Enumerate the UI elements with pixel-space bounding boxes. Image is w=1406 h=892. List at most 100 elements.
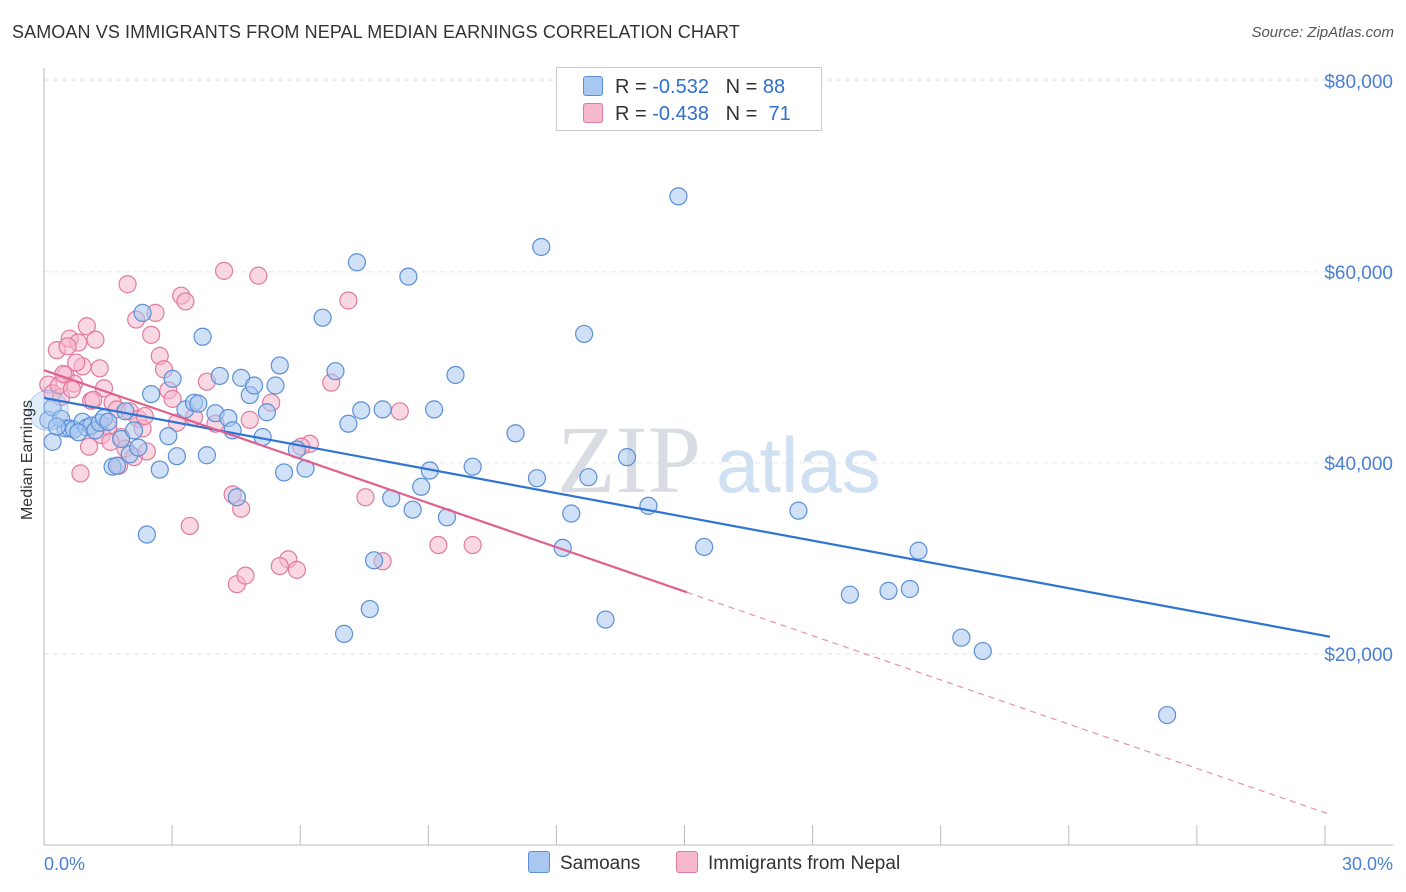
samoan-point: [227, 488, 246, 507]
samoan-point: [69, 423, 88, 442]
legend-row-samoans: R = -0.532 N = 88: [583, 76, 785, 100]
samoan-point: [463, 457, 482, 476]
stats-legend: R = -0.532 N = 88 R = -0.438 N = 71: [556, 67, 822, 131]
samoan-point: [197, 446, 216, 465]
nepal-point: [249, 266, 268, 285]
samoan-point: [373, 400, 392, 419]
chart-title: SAMOAN VS IMMIGRANTS FROM NEPAL MEDIAN E…: [12, 22, 740, 42]
y-tick-label: $60,000: [1324, 263, 1393, 284]
nepal-trend-line: [43, 369, 688, 594]
samoan-point: [446, 365, 465, 385]
samoan-point: [124, 421, 144, 440]
samoan-point: [133, 303, 152, 322]
samoan-point: [142, 384, 161, 404]
samoan-point: [163, 369, 182, 388]
bottom-legend-samoans: Samoans: [528, 851, 640, 875]
nepal-point: [67, 353, 86, 372]
nepal-point: [429, 535, 448, 555]
nepal-point: [240, 410, 259, 429]
legend-r-label: R =: [615, 103, 647, 125]
legend-swatch-blue: [583, 76, 603, 96]
samoan-point: [789, 501, 808, 520]
bottom-legend-swatch-pink: [676, 851, 698, 873]
nepal-point: [176, 292, 195, 311]
nepal-point: [339, 291, 358, 310]
samoan-trend-line: [43, 396, 1331, 638]
samoan-point: [562, 504, 581, 523]
samoan-point: [266, 376, 285, 395]
samoan-point: [527, 469, 547, 488]
samoan-point: [112, 429, 131, 449]
samoan-point: [553, 538, 572, 558]
samoan-point: [952, 628, 971, 647]
watermark: ZIP atlas: [557, 406, 881, 513]
x-tick-labels: 0.0% 30.0%: [44, 854, 1393, 874]
nepal-point: [79, 437, 99, 456]
legend-row-nepal: R = -0.438 N = 71: [583, 103, 791, 127]
nepal-trend-extension: [686, 591, 1331, 815]
legend-n-label: N =: [725, 76, 758, 98]
samoan-point: [579, 468, 598, 487]
axes: [43, 68, 1393, 846]
legend-n-label: N =: [725, 103, 758, 125]
nepal-point: [236, 566, 255, 585]
samoan-point: [669, 187, 688, 206]
nepal-point: [356, 488, 375, 507]
samoan-point: [137, 525, 156, 544]
nepal-point: [287, 560, 307, 579]
samoan-point: [339, 414, 358, 433]
nepal-point: [270, 556, 289, 576]
samoan-point: [506, 424, 525, 443]
samoan-point: [360, 599, 379, 619]
x-tick-label: 0.0%: [44, 854, 85, 874]
samoan-point: [347, 253, 367, 272]
legend-r-label: R =: [615, 76, 647, 98]
watermark-atlas: atlas: [716, 421, 881, 509]
samoan-point: [167, 447, 186, 466]
nepal-point: [180, 516, 199, 536]
samoan-point: [313, 308, 332, 327]
y-tick-label: $80,000: [1324, 72, 1393, 93]
nepal-point: [71, 464, 90, 483]
nepal-point: [77, 317, 96, 336]
legend-n-value: 71: [768, 103, 791, 125]
samoan-point: [189, 394, 208, 413]
samoan-point: [210, 366, 229, 386]
samoan-point: [352, 401, 371, 420]
nepal-point: [86, 330, 105, 349]
y-tick-label: $40,000: [1324, 454, 1393, 475]
samoan-point: [879, 581, 898, 600]
samoan-point: [1158, 705, 1177, 725]
samoan-point: [326, 362, 345, 381]
samoan-point: [532, 237, 551, 257]
nepal-point: [214, 261, 234, 280]
bottom-legend-label: Immigrants from Nepal: [708, 853, 901, 874]
samoan-point: [47, 417, 66, 436]
samoan-point: [596, 610, 615, 629]
samoan-point: [129, 438, 148, 457]
y-tick-label: $20,000: [1324, 645, 1393, 666]
bottom-legend-nepal: Immigrants from Nepal: [676, 851, 900, 875]
samoan-point: [424, 400, 444, 419]
nepal-point: [84, 390, 103, 409]
x-tick-label: 30.0%: [1342, 854, 1393, 874]
samoan-point: [159, 427, 178, 446]
samoan-point: [412, 477, 431, 496]
legend-r-value: -0.438: [652, 103, 709, 125]
samoan-point: [909, 541, 928, 560]
samoan-point: [107, 456, 126, 475]
samoan-point: [695, 537, 714, 557]
y-axis-label: Median Earnings: [19, 400, 36, 520]
samoan-point: [334, 624, 354, 643]
source-label: Source: ZipAtlas.com: [1251, 24, 1394, 41]
bottom-legend-swatch-blue: [528, 851, 550, 873]
samoan-point: [270, 356, 289, 375]
nepal-point: [58, 337, 77, 356]
legend-n-value: 88: [762, 76, 786, 98]
samoan-point: [244, 376, 264, 395]
nepal-point: [90, 359, 109, 378]
nepal-point: [163, 389, 182, 408]
nepal-point: [142, 325, 161, 344]
samoan-point: [193, 327, 212, 346]
